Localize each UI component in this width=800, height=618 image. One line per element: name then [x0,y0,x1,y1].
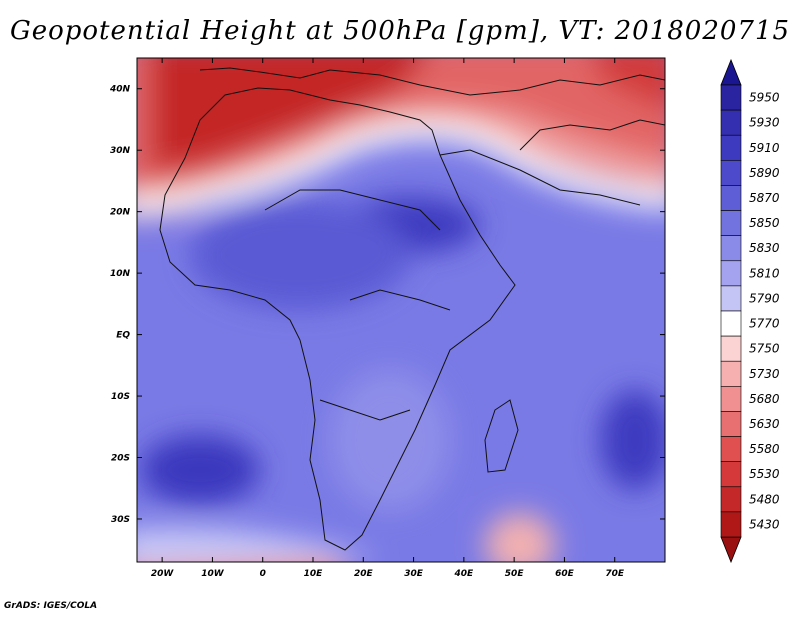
colorbar: 5950 5930 5910 5890 5870 5850 5830 5810 5790 5770… [720,58,780,564]
colorbar-label: 5580 [749,442,780,456]
colorbar-swatch [720,511,742,538]
colorbar-label: 5730 [749,367,780,381]
x-tick-label: 40E [454,569,475,579]
colorbar-swatch [720,360,742,387]
y-tick-label: EQ [116,331,130,341]
footer-credit: GrADS: IGES/COLA [4,601,98,611]
colorbar-swatch [720,436,742,462]
colorbar-swatch [720,461,742,488]
colorbar-swatch [720,260,742,287]
colorbar-label: 5480 [749,492,780,506]
colorbar-label: 5430 [749,517,780,531]
colorbar-swatch [720,235,742,262]
colorbar-swatch [720,411,742,437]
colorbar-label: 5910 [749,141,780,155]
colorbar-swatch [720,335,742,362]
x-tick-label: 0 [260,569,266,579]
x-tick-label: 50E [505,569,525,579]
x-tick-label: 20E [354,569,374,579]
colorbar-bottom-arrow [720,536,742,564]
colorbar-swatch [720,134,742,161]
x-axis: 20W 10W 0 10E 20E 30E 40E 50E 60E 70E [151,58,625,579]
x-tick-label: 10E [304,569,324,579]
y-tick-label: 10N [110,269,131,279]
colorbar-label: 5790 [749,291,780,305]
colorbar-swatch [720,109,742,136]
colorbar-label: 5850 [749,216,780,230]
y-tick-label: 30N [110,146,131,156]
y-tick-label: 20N [110,208,131,218]
colorbar-label: 5950 [749,91,780,105]
x-tick-label: 30E [404,569,424,579]
y-tick-label: 10S [111,392,130,402]
colorbar-top-arrow [720,58,742,86]
x-tick-label: 10W [201,569,225,579]
x-tick-label: 60E [555,569,575,579]
colorbar-label: 5770 [749,317,780,331]
colorbar-label: 5750 [749,342,780,356]
colorbar-swatch [720,210,742,236]
colorbar-swatch [720,386,742,412]
colorbar-label: 5810 [749,266,780,280]
y-tick-label: 40N [109,85,131,95]
colorbar-label: 5830 [749,241,780,255]
colorbar-label: 5530 [749,467,780,481]
colorbar-swatch [720,160,742,186]
colorbar-label: 5680 [749,392,780,406]
x-tick-label: 70E [605,569,625,579]
y-tick-label: 30S [111,515,130,525]
y-axis: 40N 30N 20N 10N EQ 10S 20S 30S [109,85,665,525]
colorbar-swatch [720,84,742,111]
colorbar-swatch [720,486,742,513]
colorbar-swatch [720,285,742,312]
colorbar-swatch [720,310,742,337]
colorbar-swatch [720,185,742,211]
y-tick-label: 20S [111,454,130,464]
colorbar-label: 5630 [749,417,780,431]
chart-title: Geopotential Height at 500hPa [gpm], VT:… [9,16,791,46]
height-field [137,58,665,562]
x-tick-label: 20W [151,569,175,579]
colorbar-label: 5890 [749,166,780,180]
colorbar-label: 5930 [749,116,780,130]
coastlines [159,67,665,551]
map-frame [136,57,666,563]
colorbar-label: 5870 [749,191,780,205]
